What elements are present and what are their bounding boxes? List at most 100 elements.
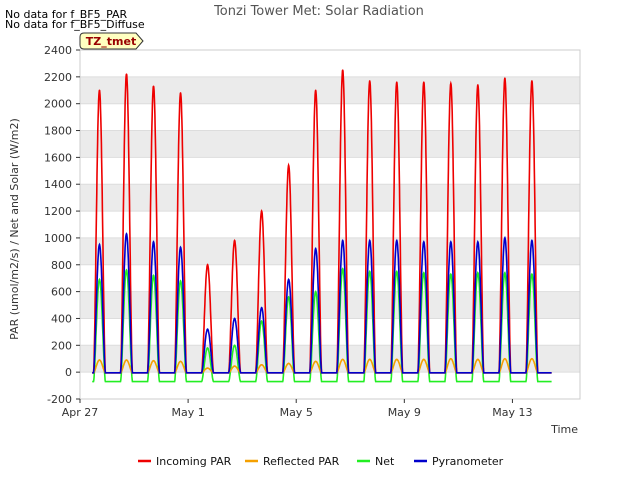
y-axis-title: PAR (umol/m2/s) / Net and Solar (W/m2) <box>8 118 21 340</box>
peak-point <box>314 360 317 363</box>
background-band <box>80 76 580 104</box>
y-tick-label: 2200 <box>44 71 72 84</box>
peak-point <box>422 241 425 243</box>
background-band <box>80 345 580 373</box>
y-tick-label: 200 <box>51 339 72 352</box>
peak-point <box>314 89 317 92</box>
peak-point <box>395 270 398 273</box>
x-tick-label: Apr 27 <box>62 406 99 419</box>
peak-point <box>450 82 452 85</box>
peak-point <box>98 243 101 246</box>
background-bands <box>80 76 580 373</box>
peak-point <box>152 85 155 88</box>
peak-point <box>260 363 263 366</box>
peak-point <box>287 296 290 298</box>
x-tick-label: May 9 <box>388 406 421 419</box>
peak-point <box>206 367 209 369</box>
peak-point <box>260 320 263 322</box>
peak-point <box>531 239 533 242</box>
series-line-pyranometer <box>92 232 552 374</box>
legend-label-net: Net <box>375 455 395 468</box>
background-band <box>80 130 580 158</box>
peak-point <box>504 77 506 79</box>
peak-point <box>504 357 506 360</box>
peak-point <box>477 241 479 243</box>
peak-point <box>531 273 533 275</box>
peak-point <box>395 81 398 84</box>
peak-point <box>395 239 398 242</box>
x-tick-label: May 1 <box>171 406 204 419</box>
peak-point <box>233 239 236 242</box>
peak-point <box>152 274 155 277</box>
peak-point <box>341 239 344 242</box>
peak-point <box>206 328 209 331</box>
peak-point <box>477 358 479 361</box>
series-incoming-par <box>92 69 552 374</box>
peak-point <box>233 365 236 367</box>
peak-point <box>477 84 479 86</box>
series-pyranometer <box>92 232 552 374</box>
y-tick-label: 600 <box>51 286 72 299</box>
peak-point <box>152 241 155 243</box>
peak-point <box>450 241 452 243</box>
peak-point <box>314 290 317 293</box>
peak-point <box>98 89 101 92</box>
y-tick-label: 1000 <box>44 232 72 245</box>
peak-point <box>477 272 479 274</box>
nodata-message-diffuse: No data for f_BF5_Diffuse <box>5 18 145 31</box>
y-tick-label: 0 <box>65 366 72 379</box>
peak-point <box>260 210 263 212</box>
peak-point <box>341 69 344 71</box>
peak-point <box>125 73 128 75</box>
legend-label-reflected-par: Reflected PAR <box>263 455 340 468</box>
series-layer <box>92 69 552 383</box>
peak-point <box>260 306 263 309</box>
peak-point <box>98 278 101 281</box>
y-tick-label: 400 <box>51 312 72 325</box>
peak-point <box>341 267 344 270</box>
peak-point <box>422 272 425 274</box>
peak-point <box>450 357 452 360</box>
legend-label-pyranometer: Pyranometer <box>432 455 504 468</box>
chart-title: Tonzi Tower Met: Solar Radiation <box>213 4 424 19</box>
peak-point <box>422 81 425 84</box>
peak-point <box>504 237 506 239</box>
background-band <box>80 237 580 265</box>
x-axis-ticks: Apr 27 May 1 May 5 May 9 May 13 <box>62 399 533 419</box>
peak-point <box>341 358 344 361</box>
y-tick-label: 2000 <box>44 98 72 111</box>
peak-point <box>368 239 371 242</box>
peak-point <box>531 357 533 360</box>
y-tick-label: 1600 <box>44 151 72 164</box>
site-badge: TZ_tmet <box>79 32 144 50</box>
peak-point <box>287 164 290 167</box>
peak-point <box>395 358 398 361</box>
peak-point <box>531 80 533 82</box>
site-badge-label: TZ_tmet <box>86 35 136 48</box>
background-band <box>80 184 580 212</box>
peak-point <box>125 233 128 235</box>
y-tick-label: 2400 <box>44 44 72 57</box>
plot-frame <box>79 49 581 400</box>
peak-point <box>450 273 452 275</box>
y-tick-label: 1400 <box>44 178 72 191</box>
peak-point <box>179 280 182 282</box>
peak-point <box>98 359 101 361</box>
x-tick-label: May 5 <box>280 406 313 419</box>
series-line-incoming-par <box>92 69 552 374</box>
peak-point <box>368 80 371 82</box>
y-tick-label: 1200 <box>44 205 72 218</box>
peak-point <box>287 278 290 281</box>
peak-point <box>422 358 425 361</box>
chart-legend: Incoming PAR Reflected PAR Net Pyranometer <box>138 455 504 468</box>
peak-point <box>287 362 290 365</box>
peak-point <box>179 92 182 94</box>
peak-point <box>179 360 182 363</box>
legend-label-incoming-par: Incoming PAR <box>156 455 232 468</box>
y-tick-label: -200 <box>47 393 72 406</box>
peak-point <box>152 359 155 362</box>
peak-point <box>233 317 236 320</box>
y-axis-ticks: -200 0 200 400 600 800 1000 1200 1400 1600 1800 200… <box>44 44 80 406</box>
peak-point <box>233 344 236 347</box>
